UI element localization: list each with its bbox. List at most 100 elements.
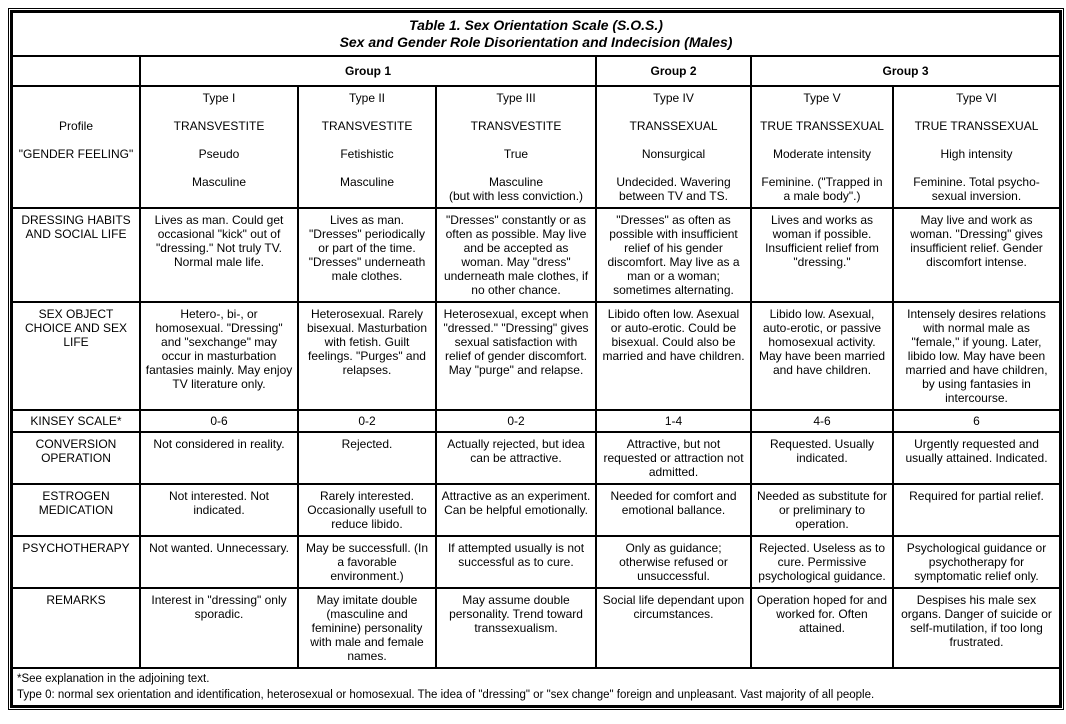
table-cell: Hetero-, bi-, or homosexual. "Dressing" … bbox=[139, 301, 299, 411]
table-cell: Intensely desires relations with normal … bbox=[892, 301, 1061, 411]
group-2-header: Group 2 bbox=[595, 55, 752, 87]
row-header: REMARKS bbox=[11, 587, 141, 669]
table-cell: Urgently requested and usually attained.… bbox=[892, 431, 1061, 485]
table-cell: 4-6 bbox=[750, 409, 894, 433]
table-cell: Not wanted. Unnecessary. bbox=[139, 535, 299, 589]
type-gender-feeling: Masculine bbox=[339, 175, 395, 189]
table-cell: Lives and works as woman if possible. In… bbox=[750, 207, 894, 303]
title-line-1: Table 1. Sex Orientation Scale (S.O.S.) bbox=[409, 17, 663, 33]
type-gender-feeling: Masculine bbox=[191, 175, 247, 189]
row-header: DRESSING HABITS AND SOCIAL LIFE bbox=[11, 207, 141, 303]
row-header: SEX OBJECT CHOICE AND SEX LIFE bbox=[11, 301, 141, 411]
footnote-type-0: Type 0: normal sex orientation and ident… bbox=[17, 689, 875, 701]
table-cell: Required for partial relief. bbox=[892, 483, 1061, 537]
type-profile-cell: Type I TRANSVESTITE Pseudo Masculine bbox=[139, 85, 299, 209]
table-cell: Actually rejected, but idea can be attra… bbox=[435, 431, 597, 485]
type-profile: TRANSVESTITE bbox=[321, 119, 413, 133]
table-cell: Attractive as an experiment. Can be help… bbox=[435, 483, 597, 537]
row-header: PSYCHOTHERAPY bbox=[11, 535, 141, 589]
table-cell: Only as guidance; otherwise refused or u… bbox=[595, 535, 752, 589]
type-subtype: True bbox=[503, 147, 529, 161]
sos-table: Table 1. Sex Orientation Scale (S.O.S.) … bbox=[11, 11, 1061, 707]
type-profile: TRANSVESTITE bbox=[470, 119, 562, 133]
table-cell: Needed as substitute for or preliminary … bbox=[750, 483, 894, 537]
type-profile-cell: Type III TRANSVESTITE True Masculine (but w… bbox=[435, 85, 597, 209]
title-line-2: Sex and Gender Role Disorientation and I… bbox=[339, 34, 733, 50]
profile-spacer bbox=[17, 91, 135, 119]
table-cell: May assume double personality. Trend tow… bbox=[435, 587, 597, 669]
table-cell: Psychological guidance or psychotherapy … bbox=[892, 535, 1061, 589]
footer-row: *See explanation in the adjoining text. T… bbox=[11, 667, 1061, 707]
table-cell: Despises his male sex organs. Danger of … bbox=[892, 587, 1061, 669]
profile-label: Profile bbox=[58, 119, 93, 133]
table-row: SEX OBJECT CHOICE AND SEX LIFE Hetero-, b… bbox=[11, 301, 1061, 411]
row-header: CONVERSION OPERATION bbox=[11, 431, 141, 485]
footnotes: *See explanation in the adjoining text. T… bbox=[11, 667, 1061, 707]
table-row: ESTROGEN MEDICATION Not interested. Not i… bbox=[11, 483, 1061, 537]
type-type: Type II bbox=[348, 91, 386, 105]
table-cell: If attempted usually is not successful a… bbox=[435, 535, 597, 589]
table-cell: Rejected. Useless as to cure. Permissive… bbox=[750, 535, 894, 589]
table-cell: "Dresses" as often as possible with insu… bbox=[595, 207, 752, 303]
type-type: Type V bbox=[803, 91, 841, 105]
title-row: Table 1. Sex Orientation Scale (S.O.S.) … bbox=[11, 11, 1061, 57]
table-title: Table 1. Sex Orientation Scale (S.O.S.) … bbox=[11, 11, 1061, 57]
table-cell: Social life dependant upon circumstances… bbox=[595, 587, 752, 669]
type-subtype: Fetishistic bbox=[340, 147, 394, 161]
table-cell: Heterosexual. Rarely bisexual. Masturbat… bbox=[297, 301, 437, 411]
table-cell: 0-2 bbox=[435, 409, 597, 433]
table-cell: May live and work as woman. "Dressing" g… bbox=[892, 207, 1061, 303]
type-subtype: Moderate intensity bbox=[772, 147, 872, 161]
group-3-header: Group 3 bbox=[750, 55, 1061, 87]
table-row: KINSEY SCALE* 0-6 0-2 0-2 1-4 4-6 6 bbox=[11, 409, 1061, 433]
type-profile-cell: Type VI TRUE TRANSSEXUAL High intensity Fem… bbox=[892, 85, 1061, 209]
table-cell: 0-6 bbox=[139, 409, 299, 433]
table-cell: Libido often low. Asexual or auto-erotic… bbox=[595, 301, 752, 411]
type-type: Type VI bbox=[956, 91, 997, 105]
table-cell: Requested. Usually indicated. bbox=[750, 431, 894, 485]
type-profile: TRANSVESTITE bbox=[173, 119, 265, 133]
footnote-kinsey: *See explanation in the adjoining text. bbox=[17, 673, 210, 685]
table-cell: Not interested. Not indicated. bbox=[139, 483, 299, 537]
table-cell: Lives as man. "Dresses" periodically or … bbox=[297, 207, 437, 303]
type-subtype: Pseudo bbox=[198, 147, 240, 161]
type-type: Type III bbox=[496, 91, 536, 105]
table-cell: Attractive, but not requested or attract… bbox=[595, 431, 752, 485]
table-cell: Lives as man. Could get occasional "kick… bbox=[139, 207, 299, 303]
table-cell: 1-4 bbox=[595, 409, 752, 433]
type-gender-feeling: Feminine. ("Trapped in a male body".) bbox=[761, 175, 883, 203]
sos-table-container: Table 1. Sex Orientation Scale (S.O.S.) … bbox=[8, 8, 1064, 710]
type-type: Type IV bbox=[653, 91, 694, 105]
table-cell: Heterosexual, except when "dressed." "Dr… bbox=[435, 301, 597, 411]
table-cell: May be successfull. (In a favorable envi… bbox=[297, 535, 437, 589]
type-profile-cell: Type II TRANSVESTITE Fetishistic Masculine bbox=[297, 85, 437, 209]
table-cell: Interest in "dressing" only sporadic. bbox=[139, 587, 299, 669]
type-gender-feeling: Undecided. Wavering between TV and TS. bbox=[616, 175, 731, 203]
table-row: DRESSING HABITS AND SOCIAL LIFE Lives as … bbox=[11, 207, 1061, 303]
profile-row-header: Profile "GENDER FEELING" bbox=[11, 85, 141, 209]
type-profile: TRUE TRANSSEXUAL bbox=[760, 119, 884, 133]
table-row: REMARKS Interest in "dressing" only spora… bbox=[11, 587, 1061, 669]
type-profile: TRANSSEXUAL bbox=[629, 119, 718, 133]
table-row: PSYCHOTHERAPY Not wanted. Unnecessary. May… bbox=[11, 535, 1061, 589]
table-cell: Rejected. bbox=[297, 431, 437, 485]
table-cell: Operation hoped for and worked for. Ofte… bbox=[750, 587, 894, 669]
table-cell: Needed for comfort and emotional ballanc… bbox=[595, 483, 752, 537]
row-header: ESTROGEN MEDICATION bbox=[11, 483, 141, 537]
table-cell: Not considered in reality. bbox=[139, 431, 299, 485]
gender-feeling-label: "GENDER FEELING" bbox=[18, 147, 134, 161]
table-cell: May imitate double (masculine and femini… bbox=[297, 587, 437, 669]
type-gender-feeling: Feminine. Total psycho- sexual inversion… bbox=[913, 175, 1040, 203]
profile-row: Profile "GENDER FEELING" Type I TRANSVESTIT… bbox=[11, 85, 1061, 209]
type-gender-feeling: Masculine (but with less conviction.) bbox=[448, 175, 584, 203]
row-header: KINSEY SCALE* bbox=[11, 409, 141, 433]
group-row: Group 1 Group 2 Group 3 bbox=[11, 55, 1061, 87]
type-profile: TRUE TRANSSEXUAL bbox=[914, 119, 1039, 133]
type-subtype: Nonsurgical bbox=[641, 147, 706, 161]
type-profile-cell: Type V TRUE TRANSSEXUAL Moderate intensity… bbox=[750, 85, 894, 209]
table-row: CONVERSION OPERATION Not considered in re… bbox=[11, 431, 1061, 485]
type-type: Type I bbox=[202, 91, 236, 105]
group-1-header: Group 1 bbox=[139, 55, 597, 87]
table-cell: Libido low. Asexual, auto-erotic, or pas… bbox=[750, 301, 894, 411]
table-cell: 0-2 bbox=[297, 409, 437, 433]
